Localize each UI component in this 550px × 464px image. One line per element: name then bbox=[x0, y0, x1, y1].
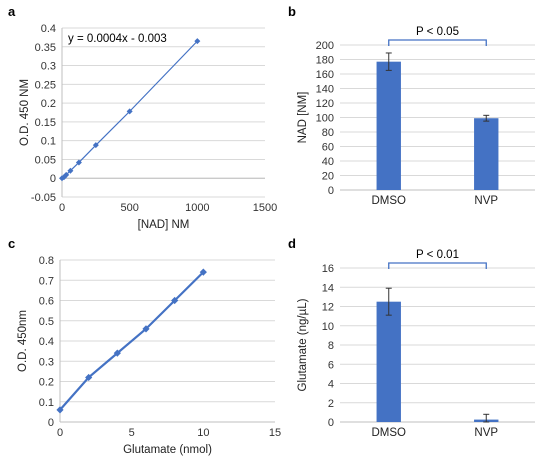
x-tick-label: 1500 bbox=[253, 202, 277, 214]
y-tick-label: -0.05 bbox=[31, 192, 56, 204]
y-tick-label: 60 bbox=[322, 142, 334, 154]
y-tick-label: 100 bbox=[316, 113, 334, 125]
y-tick-label: 0.2 bbox=[41, 98, 56, 110]
y-tick-label: 0.3 bbox=[41, 61, 56, 73]
data-point bbox=[126, 108, 133, 115]
chart-panel-b: b 0 20 40 60 80 100 120 140 160 180 200 DMSO NVP P < … bbox=[280, 0, 550, 232]
y-tick-label: 0.7 bbox=[39, 275, 54, 287]
y-tick-label: 200 bbox=[316, 40, 334, 52]
data-point bbox=[92, 142, 99, 149]
y-tick-label: 40 bbox=[322, 156, 334, 168]
data-point bbox=[75, 159, 82, 166]
y-tick-label: 6 bbox=[328, 359, 334, 371]
chart-panel-c: c 0 0.1 0.2 0.3 0.4 0.5 0.6 0.7 0.8 0 5 10 15 Glutama… bbox=[0, 232, 281, 464]
x-tick-label: 0 bbox=[57, 427, 63, 439]
y-tick-label: 180 bbox=[316, 55, 334, 67]
y-tick-label: 12 bbox=[322, 302, 334, 314]
bar bbox=[376, 61, 401, 190]
y-tick-label: 0.2 bbox=[39, 377, 54, 389]
x-tick-label: NVP bbox=[474, 427, 498, 439]
bar bbox=[376, 301, 401, 422]
y-tick-label: 14 bbox=[322, 282, 334, 294]
x-tick-label: NVP bbox=[474, 195, 498, 207]
y-tick-label: 0.15 bbox=[35, 117, 56, 129]
y-tick-label: 0.3 bbox=[39, 356, 54, 368]
y-axis-title: O.D. 450nm bbox=[17, 310, 29, 372]
x-axis-title: [NAD] NM bbox=[138, 219, 190, 231]
panel-letter-d: d bbox=[288, 236, 296, 251]
x-tick-label: 10 bbox=[197, 427, 209, 439]
y-tick-label: 0 bbox=[328, 417, 334, 429]
data-point bbox=[194, 38, 201, 45]
glutamate-bar-chart: d 0 2 4 6 8 10 12 14 16 DMSO NVP P < 0.01 Glutamate … bbox=[288, 236, 535, 439]
data-point bbox=[171, 296, 179, 305]
x-tick-label: 500 bbox=[120, 202, 138, 214]
nad-bar-chart: b 0 20 40 60 80 100 120 140 160 180 200 DMSO NVP P < … bbox=[288, 4, 535, 207]
panel-letter-b: b bbox=[288, 4, 296, 19]
data-point bbox=[67, 167, 74, 174]
x-tick-label: 15 bbox=[269, 427, 281, 439]
y-tick-label: 80 bbox=[322, 127, 334, 139]
panel-letter-c: c bbox=[8, 236, 15, 251]
y-tick-label: 20 bbox=[322, 171, 334, 183]
y-tick-label: 0.4 bbox=[41, 23, 56, 35]
glutamate-standard-curve-chart: c 0 0.1 0.2 0.3 0.4 0.5 0.6 0.7 0.8 0 5 10 15 Glutama… bbox=[8, 236, 281, 456]
significance-bracket bbox=[388, 39, 487, 46]
chart-panel-a: a -0.05 0 0.05 0.1 0.15 0.2 0.25 0.3 0.35 0.4 0 500… bbox=[0, 0, 280, 232]
significance-bracket bbox=[388, 262, 487, 269]
y-tick-label: 120 bbox=[316, 98, 334, 110]
bar bbox=[474, 118, 499, 190]
trendline-equation: y = 0.0004x - 0.003 bbox=[68, 33, 167, 45]
x-axis-title: Glutamate (nmol) bbox=[123, 444, 212, 456]
chart-panel-d: d 0 2 4 6 8 10 12 14 16 DMSO NVP P < 0.01 Glutamate … bbox=[280, 232, 550, 464]
data-point bbox=[63, 171, 70, 178]
p-value-label: P < 0.01 bbox=[416, 249, 459, 261]
x-tick-label: 0 bbox=[59, 202, 65, 214]
y-tick-label: 0.1 bbox=[39, 397, 54, 409]
y-tick-label: 0.1 bbox=[41, 136, 56, 148]
series-line bbox=[59, 271, 205, 411]
p-value-label: P < 0.05 bbox=[416, 26, 459, 38]
y-tick-label: 0.8 bbox=[39, 255, 54, 267]
x-tick-label: 1000 bbox=[185, 202, 209, 214]
y-tick-label: 140 bbox=[316, 84, 334, 96]
y-tick-label: 16 bbox=[322, 263, 334, 275]
y-tick-label: 0.05 bbox=[35, 154, 56, 166]
y-axis-title: O.D. 450 NM bbox=[19, 79, 31, 146]
panel-letter-a: a bbox=[8, 4, 16, 19]
data-point bbox=[85, 373, 93, 382]
x-tick-label: 5 bbox=[129, 427, 135, 439]
y-tick-label: 0.35 bbox=[35, 42, 56, 54]
y-axis-title: Glutamate (ng/µL) bbox=[297, 298, 309, 391]
y-tick-label: 2 bbox=[328, 398, 334, 410]
y-tick-label: 0.6 bbox=[39, 296, 54, 308]
y-tick-label: 0.5 bbox=[39, 316, 54, 328]
y-tick-label: 0.25 bbox=[35, 79, 56, 91]
y-tick-label: 0.4 bbox=[39, 336, 54, 348]
y-tick-label: 10 bbox=[322, 321, 334, 333]
y-tick-label: 0 bbox=[50, 173, 56, 185]
y-tick-label: 4 bbox=[328, 379, 334, 391]
x-tick-label: DMSO bbox=[372, 195, 407, 207]
y-tick-label: 0 bbox=[48, 417, 54, 429]
y-tick-label: 0 bbox=[328, 185, 334, 197]
y-tick-label: 8 bbox=[328, 340, 334, 352]
y-tick-label: 160 bbox=[316, 69, 334, 81]
x-tick-label: DMSO bbox=[372, 427, 407, 439]
y-axis-title: NAD [NM] bbox=[297, 92, 309, 144]
